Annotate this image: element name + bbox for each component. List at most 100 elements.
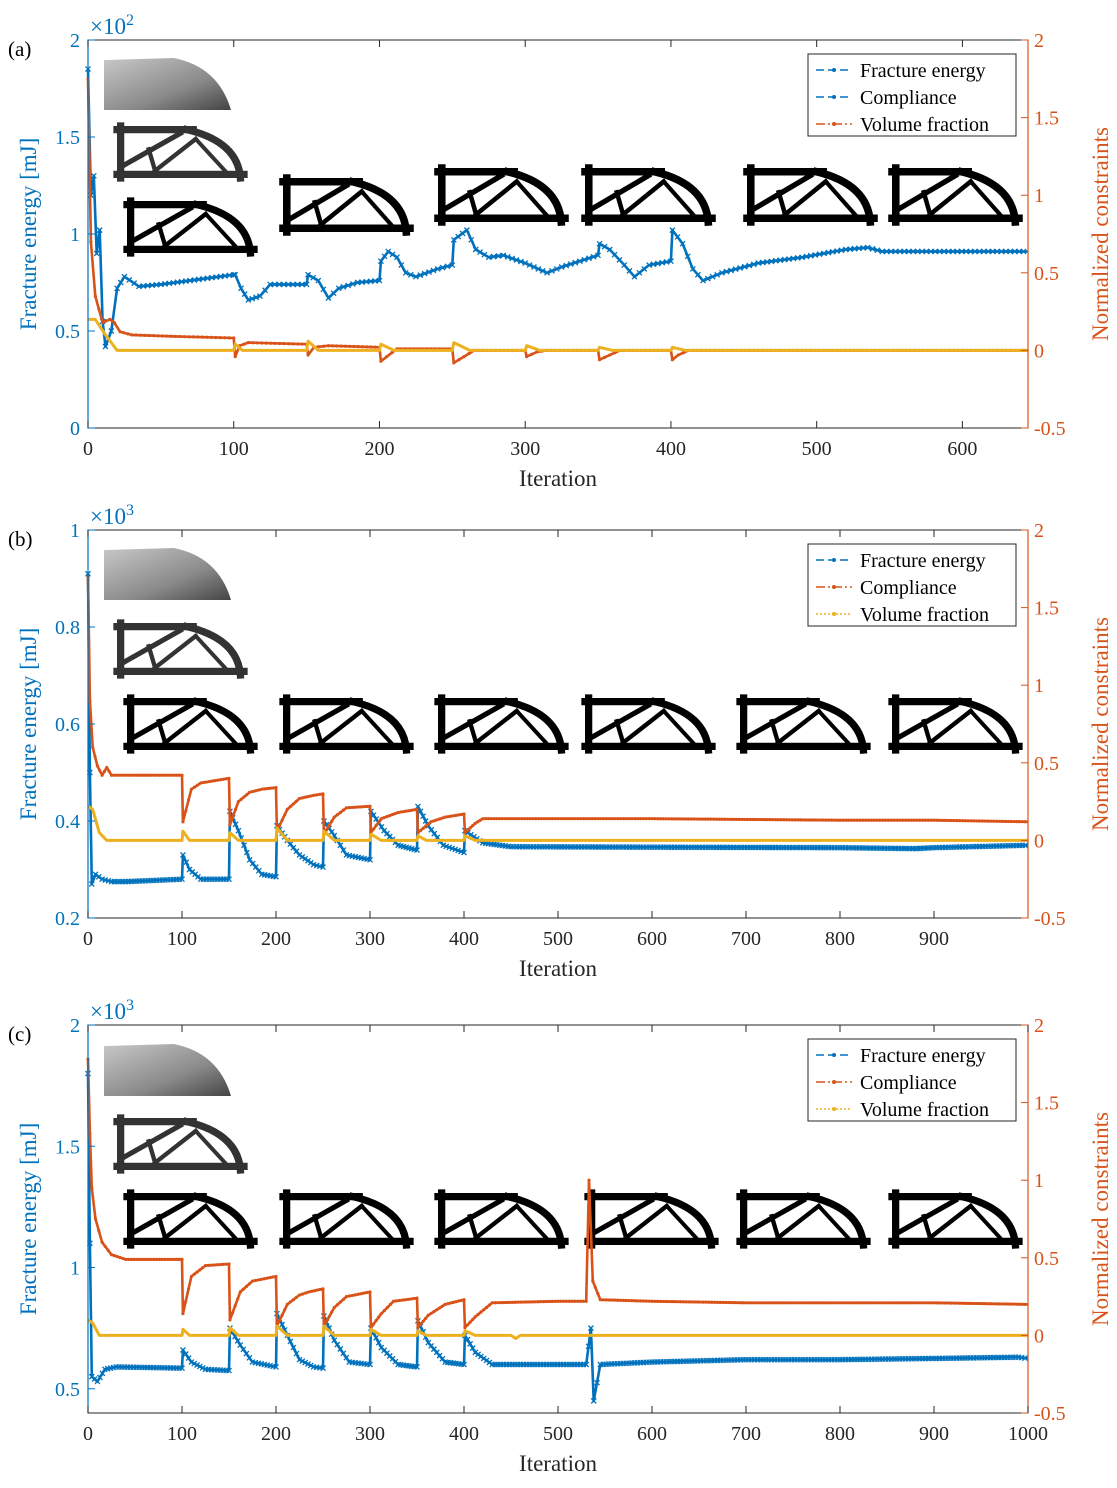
point-mark [146,1257,150,1261]
point-mark [105,765,109,770]
point-mark [143,333,147,337]
point-mark [134,333,138,337]
point-mark [594,1379,600,1386]
point-mark [1020,1302,1024,1306]
point-mark [926,818,930,822]
point-mark [107,769,111,773]
point-mark [451,1300,455,1304]
point-mark [838,818,842,822]
point-mark [196,783,200,787]
point-mark [901,248,908,255]
point-mark [522,1300,526,1304]
point-mark [226,1367,232,1374]
point-mark [607,1298,611,1302]
left-y-tick-label: 2 [70,30,80,52]
point-mark [542,1299,546,1304]
point-mark [531,817,535,821]
point-mark [903,1301,908,1305]
point-mark [844,818,848,822]
point-mark [487,1303,491,1307]
point-mark [373,1334,380,1341]
point-mark [339,344,343,348]
point-mark [525,355,529,359]
point-mark [616,256,623,263]
left-y-tick-label: 0.5 [55,1379,80,1401]
point-mark [435,1308,439,1312]
point-mark [399,810,403,814]
point-mark [264,341,268,345]
point-mark [374,1319,378,1323]
point-mark [104,319,108,323]
point-mark [468,826,472,830]
point-mark [892,248,899,255]
point-mark [895,818,899,822]
point-mark [112,1254,116,1258]
point-mark [586,255,592,262]
point-mark [898,1301,902,1305]
point-mark [539,267,546,274]
point-mark [732,266,739,273]
point-mark [949,818,953,823]
point-mark [126,276,133,283]
point-mark [737,264,744,271]
point-mark [201,1266,205,1270]
x-tick-label: 200 [364,438,394,460]
point-mark [226,876,232,883]
point-mark [472,246,479,253]
point-mark [273,1363,279,1370]
point-mark [443,815,447,819]
point-mark [102,769,107,773]
point-mark [966,1301,970,1305]
point-mark [757,817,761,822]
point-mark [641,265,648,272]
point-mark [147,333,151,338]
point-mark [143,773,147,777]
point-mark [1012,1302,1016,1306]
point-mark [741,1301,745,1305]
point-mark [207,779,211,784]
topology-inset-icon [113,122,248,182]
point-mark [256,1278,260,1282]
point-mark [374,824,378,828]
point-mark [892,818,896,822]
point-mark [129,1257,133,1261]
point-mark [536,817,541,821]
topology-inset-icon [123,694,258,754]
x-tick-label: 100 [167,928,197,950]
point-mark [260,341,264,345]
point-mark [958,248,965,255]
point-mark [469,1345,476,1352]
point-mark [641,817,646,821]
point-mark [157,1257,162,1261]
point-mark [750,261,757,268]
point-mark [93,294,97,298]
series-line-compliance [86,78,1028,365]
point-mark [744,1301,748,1305]
point-mark [484,1305,489,1310]
point-mark [755,1301,759,1305]
point-mark [558,264,565,270]
point-mark [481,251,488,258]
point-mark [171,1257,176,1261]
right-y-tick-label: 1.5 [1034,108,1059,130]
left-axis-exponent: ×103 [90,502,134,529]
point-mark [582,817,586,821]
x-tick-label: 800 [825,1423,855,1445]
point-mark [114,285,121,292]
point-mark [479,1310,483,1314]
point-mark [198,1268,202,1272]
point-mark [265,786,270,791]
point-mark [388,813,392,818]
point-mark [294,281,301,288]
point-mark [695,1300,700,1304]
point-mark [348,344,352,348]
topology-inset-icon [581,694,716,754]
point-mark [858,1301,862,1305]
point-mark [590,253,597,260]
point-mark [202,780,206,785]
point-mark [704,275,711,282]
point-mark [138,1257,142,1261]
point-mark [500,252,507,259]
point-mark [462,355,466,359]
point-mark [495,817,499,821]
